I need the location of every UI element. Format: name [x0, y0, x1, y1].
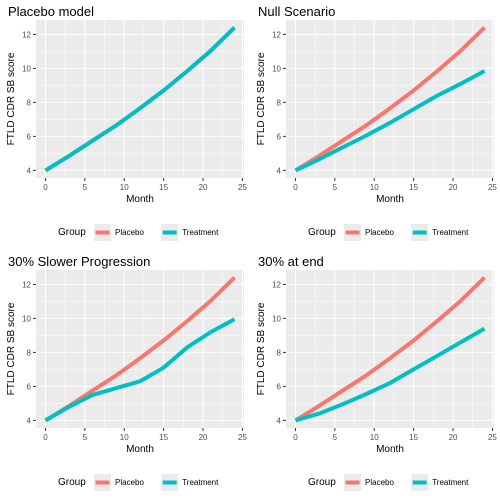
x-tick-label: 10 — [120, 183, 129, 192]
legend-title: Group — [58, 477, 86, 488]
series-line-treatment — [294, 326, 486, 423]
y-tick-label: 4 — [27, 416, 32, 425]
chart-panel-1: 0 5 10 15 20 25 4 6 8 10 12 Placebo model Month FTLD … — [6, 4, 247, 241]
chart-panel-4: 0 5 10 15 20 25 4 6 8 10 12 30% at end Month FTLD CDR… — [256, 254, 497, 491]
x-tick-label: 5 — [333, 183, 338, 192]
x-tick-label: 10 — [370, 183, 379, 192]
y-tick-label: 6 — [27, 132, 32, 141]
x-tick-label: 25 — [238, 183, 247, 192]
x-tick-label: 5 — [333, 433, 338, 442]
y-tick-label: 8 — [277, 348, 282, 357]
x-tick-label: 0 — [43, 433, 48, 442]
x-tick-label: 10 — [120, 433, 129, 442]
series-line-placebo — [294, 26, 486, 173]
x-tick-label: 25 — [488, 433, 497, 442]
y-tick-label: 10 — [22, 314, 31, 323]
legend-title: Group — [308, 227, 336, 238]
y-tick-label: 10 — [272, 64, 281, 73]
x-tick-label: 0 — [43, 183, 48, 192]
legend-label-treatment: Treatment — [182, 228, 219, 237]
legend-title: Group — [308, 477, 336, 488]
panel-title: Null Scenario — [258, 4, 335, 19]
x-tick-label: 25 — [238, 433, 247, 442]
x-axis-title: Month — [126, 444, 154, 455]
y-tick-label: 6 — [27, 382, 32, 391]
x-tick-label: 15 — [409, 433, 418, 442]
y-tick-label: 4 — [277, 416, 282, 425]
legend-label-placebo: Placebo — [115, 228, 144, 237]
x-axis-title: Month — [376, 194, 404, 205]
plot-background — [36, 270, 244, 428]
y-axis-title: FTLD CDR SB score — [256, 302, 267, 395]
x-axis-title: Month — [376, 444, 404, 455]
series-line-placebo — [294, 276, 486, 423]
x-tick-label: 15 — [409, 183, 418, 192]
chart-panel-2: 0 5 10 15 20 25 4 6 8 10 12 Null Scenario Month FTLD … — [256, 4, 497, 241]
x-tick-label: 20 — [199, 433, 208, 442]
x-tick-label: 15 — [159, 433, 168, 442]
series-line-treatment — [44, 317, 236, 423]
legend-label-placebo: Placebo — [365, 478, 394, 487]
x-tick-label: 5 — [83, 183, 88, 192]
panel-title: Placebo model — [8, 4, 94, 19]
y-axis-title: FTLD CDR SB score — [256, 52, 267, 145]
x-tick-label: 5 — [83, 433, 88, 442]
x-tick-label: 0 — [293, 183, 298, 192]
y-tick-label: 12 — [272, 280, 281, 289]
y-tick-label: 12 — [272, 30, 281, 39]
y-tick-label: 4 — [27, 166, 32, 175]
panel-title: 30% at end — [258, 254, 324, 269]
series-line-treatment — [44, 26, 236, 173]
plot-background — [286, 20, 494, 178]
x-tick-label: 20 — [199, 183, 208, 192]
plot-background — [286, 270, 494, 428]
y-tick-label: 6 — [277, 382, 282, 391]
legend-label-treatment: Treatment — [182, 478, 219, 487]
x-tick-label: 10 — [370, 433, 379, 442]
y-tick-label: 8 — [27, 348, 32, 357]
x-tick-label: 15 — [159, 183, 168, 192]
legend-label-placebo: Placebo — [115, 478, 144, 487]
y-tick-label: 12 — [22, 280, 31, 289]
x-axis-title: Month — [126, 194, 154, 205]
legend-label-placebo: Placebo — [365, 228, 394, 237]
legend-label-treatment: Treatment — [432, 478, 469, 487]
y-tick-label: 8 — [27, 98, 32, 107]
chart-panel-3: 0 5 10 15 20 25 4 6 8 10 12 30% Slower Progression M… — [6, 254, 247, 491]
y-tick-label: 10 — [22, 64, 31, 73]
legend-label-treatment: Treatment — [432, 228, 469, 237]
series-line-treatment — [294, 69, 486, 173]
x-tick-label: 0 — [293, 433, 298, 442]
plot-background — [36, 20, 244, 178]
y-tick-label: 10 — [272, 314, 281, 323]
panel-title: 30% Slower Progression — [8, 254, 150, 269]
x-tick-label: 20 — [449, 433, 458, 442]
x-tick-label: 20 — [449, 183, 458, 192]
y-axis-title: FTLD CDR SB score — [6, 302, 17, 395]
legend-title: Group — [58, 227, 86, 238]
y-tick-label: 6 — [277, 132, 282, 141]
y-axis-title: FTLD CDR SB score — [6, 52, 17, 145]
y-tick-label: 12 — [22, 30, 31, 39]
y-tick-label: 4 — [277, 166, 282, 175]
x-tick-label: 25 — [488, 183, 497, 192]
y-tick-label: 8 — [277, 98, 282, 107]
